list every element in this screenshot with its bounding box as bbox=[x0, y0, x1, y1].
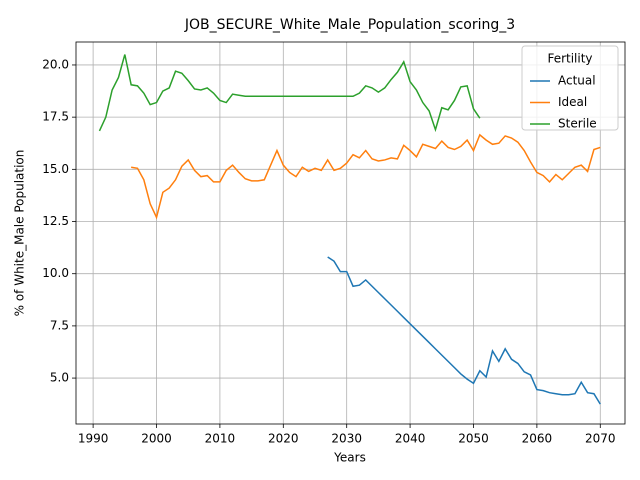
legend-label: Ideal bbox=[558, 95, 587, 109]
y-tick-label: 10.0 bbox=[42, 266, 69, 280]
y-tick-label: 20.0 bbox=[42, 57, 69, 71]
x-tick-label: 2000 bbox=[141, 432, 172, 446]
legend-label: Actual bbox=[558, 74, 596, 88]
y-tick-label: 15.0 bbox=[42, 162, 69, 176]
plot-frame bbox=[75, 41, 626, 425]
y-tick-label: 17.5 bbox=[42, 110, 69, 124]
x-tick-label: 2040 bbox=[395, 432, 426, 446]
line-series bbox=[327, 256, 601, 405]
x-tick-label: 2050 bbox=[458, 432, 489, 446]
line-series bbox=[131, 133, 601, 220]
y-axis-label: % of White_Male Population bbox=[13, 150, 27, 317]
x-tick-label: 2020 bbox=[268, 432, 299, 446]
x-tick-label: 2010 bbox=[205, 432, 236, 446]
y-tick-label: 7.5 bbox=[50, 318, 69, 332]
legend-label: Sterile bbox=[558, 117, 597, 131]
x-tick-label: 2060 bbox=[522, 432, 553, 446]
x-tick-label: 1990 bbox=[78, 432, 109, 446]
legend: Fertility Actual Ideal Sterile bbox=[521, 45, 619, 131]
legend-box bbox=[521, 45, 619, 131]
y-tick-label: 12.5 bbox=[42, 214, 69, 228]
line-series bbox=[98, 54, 481, 133]
x-tick-label: 2070 bbox=[585, 432, 616, 446]
x-tick-label: 2030 bbox=[331, 432, 362, 446]
legend-title: Fertility bbox=[547, 52, 592, 66]
x-axis-label: Years bbox=[333, 451, 366, 465]
chart-title: JOB_SECURE_White_Male_Population_scoring… bbox=[184, 17, 515, 33]
y-tick-label: 5.0 bbox=[50, 371, 69, 385]
